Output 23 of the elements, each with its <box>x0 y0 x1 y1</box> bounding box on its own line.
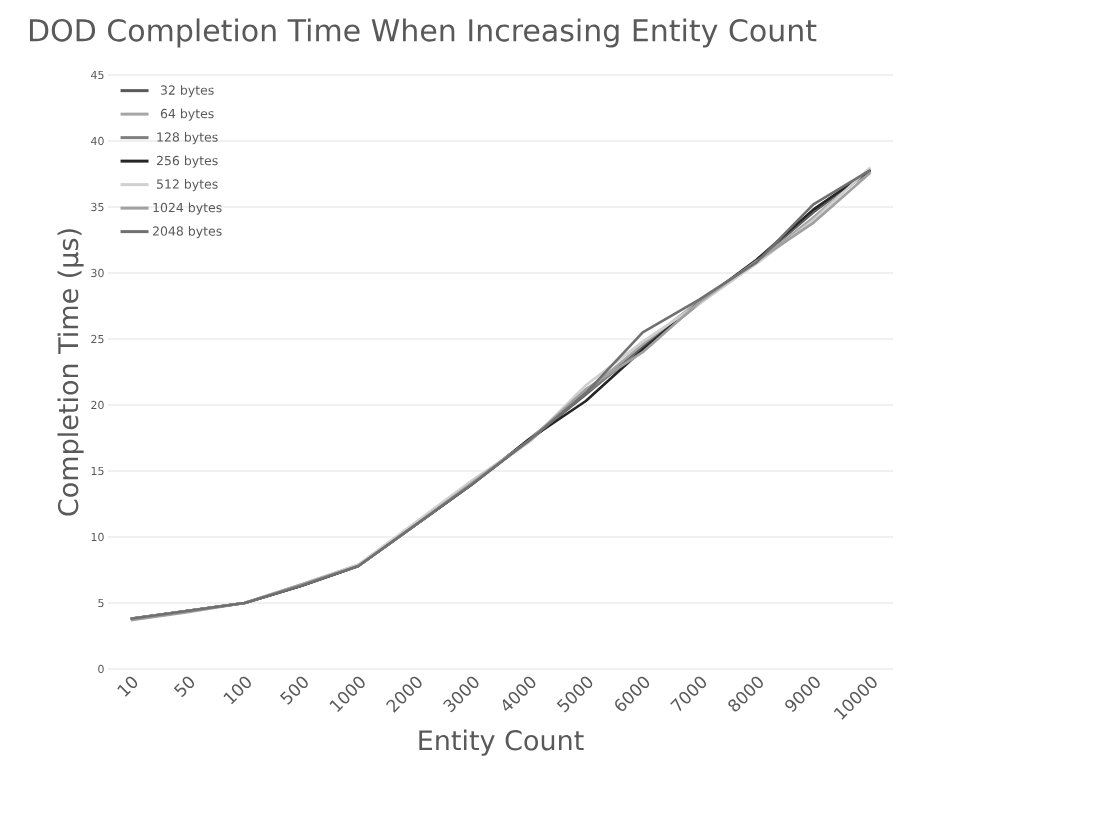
legend-label: 512 bytes <box>156 179 218 192</box>
legend-label: 64 bytes <box>160 108 214 121</box>
legend-label: 128 bytes <box>157 132 218 145</box>
y-tick-label: 15 <box>91 466 104 476</box>
legend-label: 256 bytes <box>156 155 218 168</box>
y-tick-label: 30 <box>91 268 104 278</box>
x-tick-label: 50 <box>173 676 195 698</box>
y-tick-label: 20 <box>91 400 104 410</box>
y-tick-label: 35 <box>91 202 104 212</box>
legend-label: 32 bytes <box>160 85 214 98</box>
legend-label: 2048 bytes <box>152 226 222 239</box>
x-tick-label: 100 <box>223 676 251 705</box>
legend-label: 1024 bytes <box>153 202 222 215</box>
x-axis-title: Entity Count <box>419 729 584 756</box>
y-tick-label: 5 <box>98 598 104 608</box>
y-tick-label: 10 <box>91 532 104 542</box>
y-tick-label: 0 <box>98 664 104 674</box>
chart-title: DOD Completion Time When Increasing Entity Count <box>29 18 817 48</box>
x-tick-label: 10 <box>117 676 138 697</box>
y-tick-label: 25 <box>91 334 104 344</box>
y-tick-label: 45 <box>91 70 104 80</box>
y-tick-label: 40 <box>91 136 104 146</box>
y-axis-title: Completion Time (µs) <box>57 229 84 516</box>
